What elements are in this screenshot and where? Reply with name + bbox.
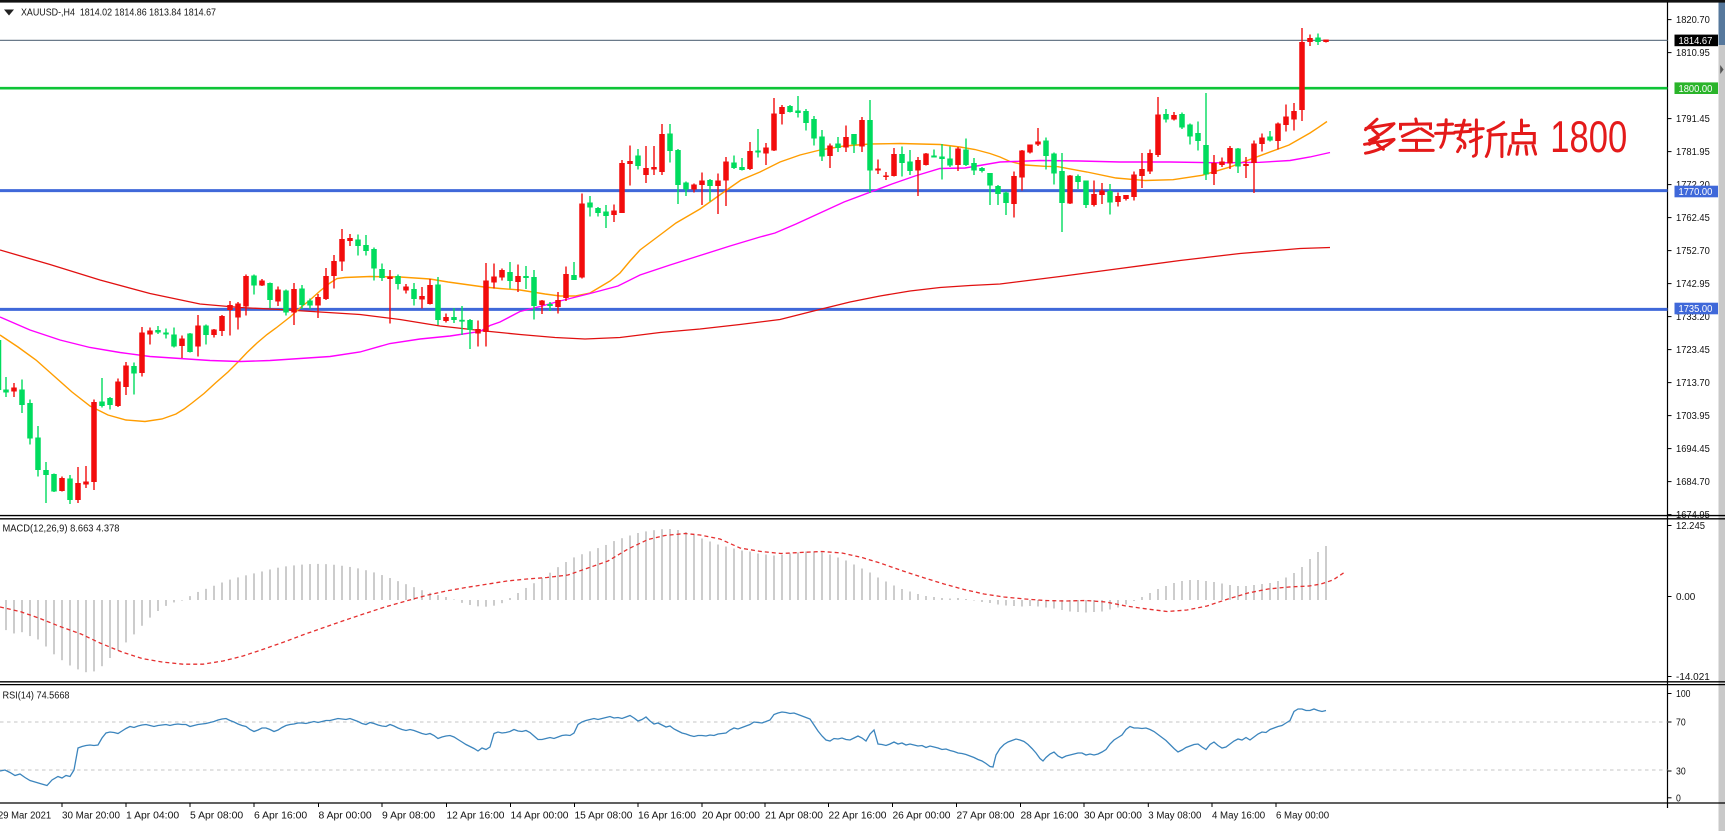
svg-text:12.245: 12.245 xyxy=(1676,521,1706,532)
svg-text:1684.70: 1684.70 xyxy=(1676,477,1710,488)
svg-text:1742.95: 1742.95 xyxy=(1676,279,1710,290)
svg-text:1674.95: 1674.95 xyxy=(1676,510,1710,521)
svg-text:6 May 00:00: 6 May 00:00 xyxy=(1276,811,1330,822)
svg-text:28 Apr 16:00: 28 Apr 16:00 xyxy=(1021,811,1080,822)
svg-text:8 Apr 00:00: 8 Apr 00:00 xyxy=(319,811,373,822)
svg-text:20 Apr 00:00: 20 Apr 00:00 xyxy=(702,811,761,822)
svg-text:9 Apr 08:00: 9 Apr 08:00 xyxy=(382,811,436,822)
svg-text:27 Apr 08:00: 27 Apr 08:00 xyxy=(957,811,1016,822)
svg-text:1733.20: 1733.20 xyxy=(1676,312,1710,323)
svg-text:1810.95: 1810.95 xyxy=(1676,48,1710,59)
svg-text:1814.67: 1814.67 xyxy=(1679,36,1713,47)
svg-text:6 Apr 16:00: 6 Apr 16:00 xyxy=(254,811,308,822)
svg-text:5 Apr 08:00: 5 Apr 08:00 xyxy=(190,811,244,822)
svg-text:30 Apr 00:00: 30 Apr 00:00 xyxy=(1084,811,1143,822)
svg-text:1735.00: 1735.00 xyxy=(1679,304,1713,315)
svg-text:1694.45: 1694.45 xyxy=(1676,444,1710,455)
svg-text:1772.20: 1772.20 xyxy=(1676,180,1710,191)
svg-text:29 Mar 2021: 29 Mar 2021 xyxy=(0,811,51,822)
svg-text:1752.70: 1752.70 xyxy=(1676,246,1710,257)
svg-text:26 Apr 00:00: 26 Apr 00:00 xyxy=(893,811,952,822)
svg-text:4 May 16:00: 4 May 16:00 xyxy=(1212,811,1266,822)
svg-text:1820.70: 1820.70 xyxy=(1676,15,1710,26)
svg-text:12 Apr 16:00: 12 Apr 16:00 xyxy=(447,811,506,822)
svg-text:RSI(14) 74.5668: RSI(14) 74.5668 xyxy=(3,690,71,701)
svg-text:100: 100 xyxy=(1676,689,1691,700)
svg-text:1723.45: 1723.45 xyxy=(1676,345,1710,356)
svg-text:1762.45: 1762.45 xyxy=(1676,213,1710,224)
svg-text:1703.95: 1703.95 xyxy=(1676,411,1710,422)
svg-text:XAUUSD-,H4 1814.02 1814.86 18: XAUUSD-,H4 1814.02 1814.86 1813.84 1814.… xyxy=(21,7,216,18)
svg-text:21 Apr 08:00: 21 Apr 08:00 xyxy=(765,811,824,822)
svg-text:1800: 1800 xyxy=(1550,113,1627,162)
svg-text:1713.70: 1713.70 xyxy=(1676,378,1710,389)
svg-text:1 Apr 04:00: 1 Apr 04:00 xyxy=(126,811,180,822)
svg-text:15 Apr 08:00: 15 Apr 08:00 xyxy=(575,811,634,822)
svg-text:16 Apr 16:00: 16 Apr 16:00 xyxy=(638,811,697,822)
svg-text:MACD(12,26,9) 8.663 4.378: MACD(12,26,9) 8.663 4.378 xyxy=(3,524,121,535)
svg-text:1770.00: 1770.00 xyxy=(1679,187,1713,198)
svg-text:14 Apr 00:00: 14 Apr 00:00 xyxy=(511,811,570,822)
svg-text:3 May 08:00: 3 May 08:00 xyxy=(1148,811,1202,822)
svg-text:0: 0 xyxy=(1676,793,1681,804)
svg-text:1791.45: 1791.45 xyxy=(1676,114,1710,125)
svg-text:1781.95: 1781.95 xyxy=(1676,147,1710,158)
svg-text:0.00: 0.00 xyxy=(1676,592,1696,603)
svg-text:30 Mar 20:00: 30 Mar 20:00 xyxy=(62,811,121,822)
svg-text:22 Apr 16:00: 22 Apr 16:00 xyxy=(829,811,888,822)
svg-text:70: 70 xyxy=(1676,718,1686,729)
svg-text:-14.021: -14.021 xyxy=(1676,672,1710,683)
svg-text:30: 30 xyxy=(1676,767,1686,778)
svg-text:1800.00: 1800.00 xyxy=(1679,84,1713,95)
